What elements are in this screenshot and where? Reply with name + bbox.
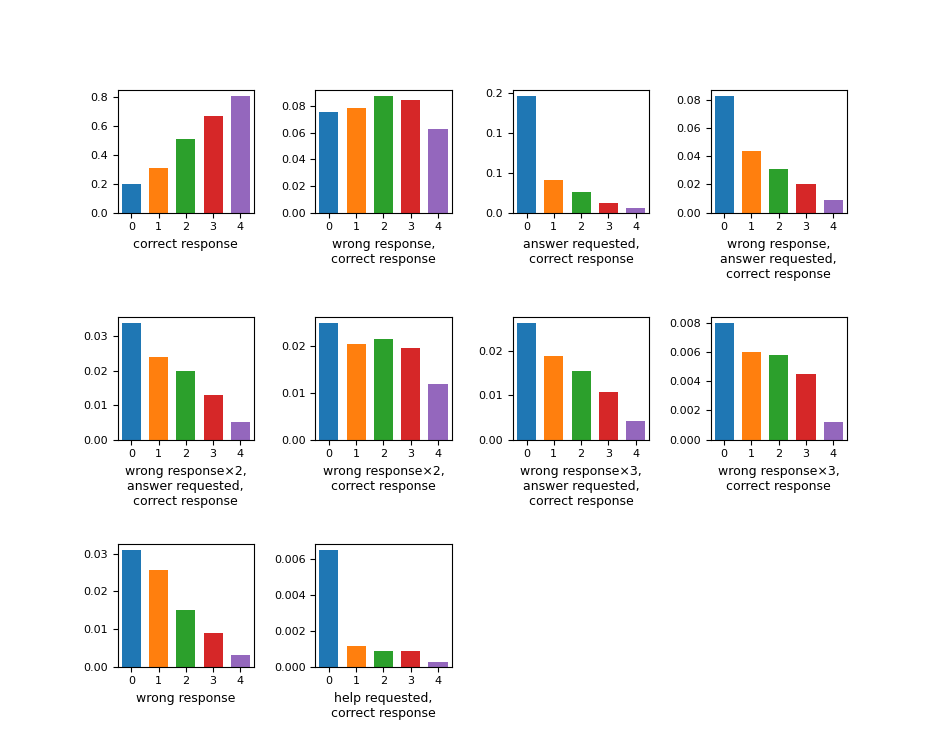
Bar [203,115,223,213]
Bar [428,662,448,667]
Bar [428,129,448,213]
Bar [714,96,734,213]
Bar [626,421,646,440]
Bar [374,339,393,440]
Bar [176,610,196,667]
Bar [401,652,421,667]
X-axis label: help requested,
correct response: help requested, correct response [331,692,436,720]
Bar [121,323,141,440]
Bar [823,200,843,213]
Bar [401,348,421,440]
X-axis label: wrong response×2,
answer requested,
correct response: wrong response×2, answer requested, corr… [125,465,247,508]
Bar [121,550,141,667]
Bar [626,207,646,213]
Bar [796,184,816,213]
X-axis label: wrong response×3,
correct response: wrong response×3, correct response [718,465,839,493]
Bar [796,374,816,440]
X-axis label: wrong response,
correct response: wrong response, correct response [331,238,436,266]
Bar [319,550,339,667]
Bar [742,151,761,213]
Bar [149,168,168,213]
Bar [428,383,448,440]
Bar [176,371,196,440]
Bar [319,323,339,440]
Bar [544,180,564,213]
X-axis label: correct response: correct response [134,238,238,251]
Bar [544,356,564,440]
Bar [742,352,761,440]
Bar [374,96,393,213]
Bar [714,323,734,440]
Bar [346,344,366,440]
Bar [346,108,366,213]
Bar [571,192,591,213]
Bar [231,96,250,213]
Bar [176,139,196,213]
X-axis label: answer requested,
correct response: answer requested, correct response [523,238,639,266]
X-axis label: wrong response×2,
correct response: wrong response×2, correct response [323,465,444,493]
Bar [598,392,618,440]
Bar [203,633,223,667]
Bar [517,323,536,440]
Bar [319,112,339,213]
Bar [401,100,421,213]
Bar [769,355,789,440]
Bar [203,395,223,440]
X-axis label: wrong response: wrong response [136,692,235,705]
Bar [598,203,618,213]
X-axis label: wrong response,
answer requested,
correct response: wrong response, answer requested, correc… [721,238,837,281]
Bar [346,646,366,667]
X-axis label: wrong response×3,
answer requested,
correct response: wrong response×3, answer requested, corr… [520,465,642,508]
Bar [121,184,141,213]
Bar [149,571,168,667]
Bar [149,357,168,440]
Bar [231,422,250,440]
Bar [517,96,536,213]
Bar [231,655,250,667]
Bar [823,422,843,440]
Bar [769,169,789,213]
Bar [374,652,393,667]
Bar [571,372,591,440]
